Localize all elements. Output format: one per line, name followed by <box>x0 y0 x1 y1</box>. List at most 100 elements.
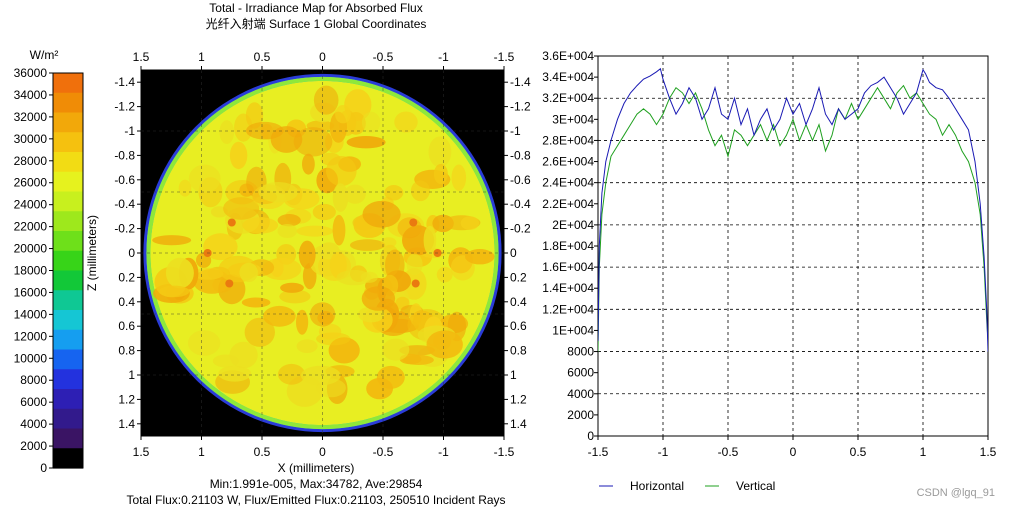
colorbar-cell <box>53 112 83 133</box>
spot-patch <box>296 339 318 354</box>
spot-patch <box>296 225 334 237</box>
spot-patch <box>460 216 480 231</box>
colorbar-unit-label: W/m² <box>30 48 59 62</box>
plot-y-tick-label: 4000 <box>567 387 594 401</box>
x-tick-label-bottom: 0 <box>319 445 326 459</box>
colorbar-tick-label: 30000 <box>14 132 48 146</box>
spot-patch <box>312 203 336 221</box>
spot-patch <box>218 365 252 382</box>
spot-patch <box>394 111 418 133</box>
spot-patch <box>263 305 296 327</box>
x-tick-label-top: -0.5 <box>373 50 394 64</box>
colorbar-tick-label: 22000 <box>14 220 48 234</box>
spot-patch <box>318 323 342 340</box>
y-tick-label-left: 1.2 <box>118 392 135 406</box>
spot-patch <box>335 105 351 124</box>
spot-patch <box>360 271 378 283</box>
spot-patch <box>302 153 315 175</box>
colorbar-tick-label: 12000 <box>14 329 48 343</box>
x-tick-label-bottom: 1 <box>198 445 205 459</box>
colorbar-cell <box>53 389 83 410</box>
spot-patch <box>188 164 221 193</box>
y-tick-label-right: 0.2 <box>510 270 527 284</box>
plot-y-tick-label: 3.2E+004 <box>542 91 594 105</box>
flux-text: Total Flux:0.21103 W, Flux/Emitted Flux:… <box>126 493 505 507</box>
series-horizontal-line <box>598 67 988 352</box>
colorbar-cell <box>53 171 83 193</box>
spot-patch <box>187 330 221 356</box>
spot-patch <box>350 239 386 251</box>
plot-grid <box>598 56 988 436</box>
plot-x-tick-label: 1.5 <box>980 445 997 459</box>
y-tick-label-left: 0.4 <box>118 295 135 309</box>
plot-y-tick-label: 1.6E+004 <box>542 260 594 274</box>
spot-patch <box>384 185 404 201</box>
y-axis-label: Z (millimeters) <box>85 215 99 291</box>
spot-patch <box>277 363 306 385</box>
spot-patch <box>451 164 467 191</box>
colorbar-tick-label: 24000 <box>14 198 48 212</box>
y-tick-label-left: -1 <box>124 124 135 138</box>
plot-y-tick-label: 3E+004 <box>552 112 594 126</box>
colorbar-tick-label: 14000 <box>14 307 48 321</box>
spot-patch <box>366 377 393 400</box>
spot-patch <box>178 179 192 197</box>
colorbar-tick-label: 8000 <box>20 373 47 387</box>
colorbar-tick-label: 20000 <box>14 242 48 256</box>
y-tick-label-left: 1.4 <box>118 417 135 431</box>
x-tick-label-bottom: -0.5 <box>373 445 394 459</box>
heatmap-grid <box>141 70 504 436</box>
plot-y-tick-label: 6000 <box>567 366 594 380</box>
plot-y-tick-label: 1.4E+004 <box>542 281 594 295</box>
colorbar-tick-label: 4000 <box>20 417 47 431</box>
y-tick-label-right: 0.4 <box>510 295 527 309</box>
legend: Horizontal Vertical <box>599 479 775 493</box>
y-tick-label-left: -0.6 <box>114 173 135 187</box>
spot-patch <box>361 111 381 133</box>
spot-patch <box>406 253 423 276</box>
y-tick-label-left: -0.2 <box>114 222 135 236</box>
chart-subtitle: 光纤入射端 Surface 1 Global Coordinates <box>206 16 427 31</box>
colorbar-cell <box>53 270 83 291</box>
plot-x-tick-label: 1 <box>920 445 927 459</box>
colorbar-cell <box>53 132 83 153</box>
plot-y-tick-label: 2E+004 <box>552 218 594 232</box>
spot-patch <box>245 102 264 129</box>
plot-y-tick-label: 2000 <box>567 408 594 422</box>
colorbar-tick-label: 34000 <box>14 88 48 102</box>
colorbar-cell <box>53 408 83 430</box>
spot-patch <box>223 197 260 220</box>
y-tick-label-left: 0.8 <box>118 344 135 358</box>
spot-patch <box>426 330 463 359</box>
y-tick-label-right: 1.4 <box>510 417 527 431</box>
y-tick-label-left: 0.6 <box>118 319 135 333</box>
spot-patch <box>385 249 405 281</box>
chart-title: Total - Irradiance Map for Absorbed Flux <box>209 1 422 15</box>
spot-patch <box>362 200 401 228</box>
legend-vertical-label: Vertical <box>736 479 775 493</box>
spot-patch <box>433 163 448 185</box>
y-tick-label-right: -0.4 <box>510 197 531 211</box>
y-tick-label-right: -1 <box>510 124 521 138</box>
spot-hotspot <box>225 279 234 288</box>
spot-patch <box>203 233 238 261</box>
x-tick-label-top: 1.5 <box>133 50 150 64</box>
spot-patch <box>428 136 452 168</box>
colorbar-cell <box>53 290 83 311</box>
colorbar-tick-label: 16000 <box>14 285 48 299</box>
y-tick-label-left: -0.8 <box>114 148 135 162</box>
spot-patch <box>382 338 410 361</box>
colorbar-cell <box>53 250 83 272</box>
spot-patch <box>313 85 339 115</box>
spot-patch <box>212 354 239 368</box>
cross-section-plot: 0 2000 4000 6000 8000 1E+004 1.2E+004 1.4E+004 1… <box>542 49 996 493</box>
plot-y-tick-label: 2.4E+004 <box>542 176 594 190</box>
colorbar-tick-label: 26000 <box>14 176 48 190</box>
spot-patch <box>192 267 224 280</box>
colorbar-cell <box>53 152 83 173</box>
colorbar-cell <box>53 73 83 94</box>
spot-patch <box>296 309 309 335</box>
watermark: CSDN @lgq_91 <box>917 487 995 499</box>
y-tick-label-right: 0.8 <box>510 344 527 358</box>
x-tick-label-bottom: -1.5 <box>494 445 515 459</box>
